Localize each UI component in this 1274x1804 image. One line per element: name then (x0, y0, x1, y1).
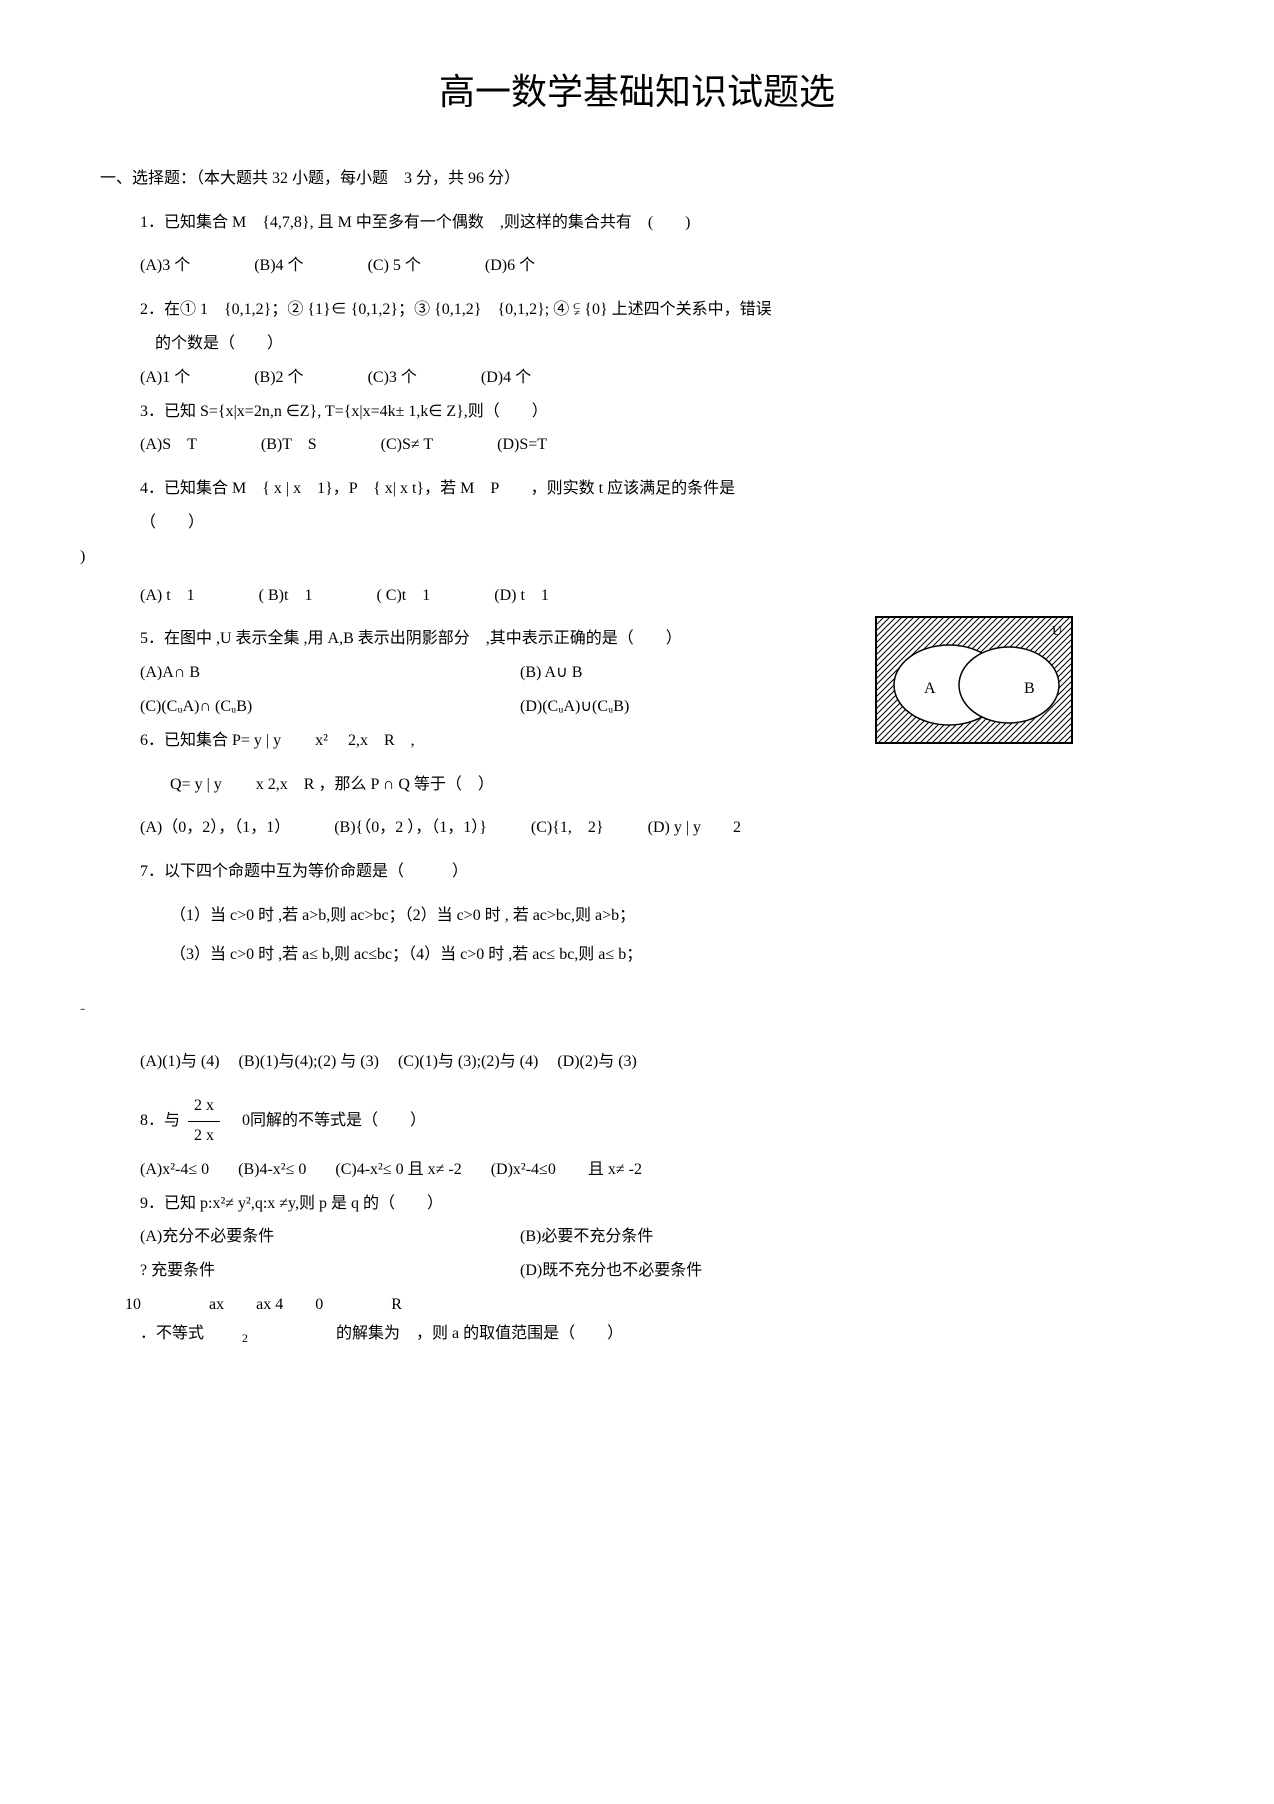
q3-optB: (B)T S (261, 431, 317, 460)
q6-l2p2: x 2,x R ，那么 P ∩ Q 等于（ ） (256, 776, 494, 793)
q6-optA: (A)（0，2），（1，1） (140, 814, 290, 843)
q6-optC: (C){1, 2} (531, 814, 604, 843)
question-4-options: (A) t 1 ( B)t 1 ( C)t 1 (D) t 1 (80, 582, 1194, 611)
q10-sub2: 2 (242, 1331, 248, 1345)
q3-optC: (C)S≠ T (381, 431, 434, 460)
q7-optA: (A)(1)与 (4) (140, 1048, 220, 1077)
q8-frac-den: 2 x (188, 1122, 220, 1151)
q1-optB: (B)4 个 (254, 252, 303, 281)
q4-optB: ( B)t 1 (259, 582, 313, 611)
question-10-line1: 10 ax ax 4 0 R (80, 1291, 1194, 1320)
q8-pre: 8．与 (140, 1112, 180, 1129)
venn-label-b: B (1024, 680, 1035, 697)
q6-p1: 6．已知集合 P= y | y (140, 732, 281, 749)
q2-optD: (D)4 个 (481, 364, 531, 393)
q10-l2-right: 的解集为 ，则 a 的取值范围是（ ） (336, 1325, 623, 1342)
q8-optD: (D)x²-4≤0 且 x≠ -2 (491, 1156, 642, 1185)
q8-optA: (A)x²-4≤ 0 (140, 1156, 209, 1185)
q1-optD: (D)6 个 (485, 252, 535, 281)
q8-optC: (C)4-x²≤ 0 且 x≠ -2 (335, 1156, 461, 1185)
venn-svg: A B U (874, 615, 1074, 745)
q9-optD: (D)既不充分也不必要条件 (520, 1257, 1194, 1286)
q2-optB: (B)2 个 (254, 364, 303, 393)
question-4-line1: 4．已知集合 M { x | x 1}，P { x| x t}，若 M P ，则… (80, 475, 1194, 504)
q8-frac-num: 2 x (188, 1092, 220, 1122)
q3-optD: (D)S=T (497, 431, 547, 460)
q8-optB: (B)4-x²≤ 0 (238, 1156, 306, 1185)
q10-mid: ax ax 4 0 (209, 1296, 323, 1313)
q4-optA: (A) t 1 (140, 582, 195, 611)
stray-dash: - (80, 995, 1194, 1024)
question-7-options: (A)(1)与 (4) (B)(1)与(4);(2) 与 (3) (C)(1)与… (80, 1048, 1194, 1077)
q2-optA: (A)1 个 (140, 364, 190, 393)
q5-optB: (B) A∪ B (520, 659, 874, 688)
q10-r: R (391, 1296, 402, 1313)
q7-optB: (B)(1)与(4);(2) 与 (3) (239, 1048, 379, 1077)
q5-optD: (D)(CᵤA)∪(CᵤB) (520, 693, 874, 722)
q7-item3: （3）当 c>0 时 ,若 a≤ b,则 ac≤bc；（4）当 c>0 时 ,若… (80, 941, 1194, 970)
q8-fraction: 2 x 2 x (188, 1092, 220, 1151)
page-title: 高一数学基础知识试题选 (80, 60, 1194, 125)
q9-optB: (B)必要不充分条件 (520, 1223, 1194, 1252)
question-2-line1: 2．在① 1 {0,1,2}；② {1}∈ {0,1,2}；③ {0,1,2} … (80, 296, 1194, 325)
venn-label-u: U (1052, 624, 1062, 639)
question-1-options: (A)3 个 (B)4 个 (C) 5 个 (D)6 个 (80, 252, 1194, 281)
question-4-line2: （ ） (80, 509, 1194, 538)
venn-label-a: A (924, 680, 936, 697)
q4-optC: ( C)t 1 (376, 582, 430, 611)
q7-optD: (D)(2)与 (3) (557, 1048, 637, 1077)
q6-l2p1: Q= y | y (170, 776, 222, 793)
q4-optD: (D) t 1 (494, 582, 549, 611)
q5-options-row2: (C)(CᵤA)∩ (CᵤB) (D)(CᵤA)∪(CᵤB) (80, 693, 874, 722)
q9-optA: (A)充分不必要条件 (140, 1223, 520, 1252)
q6-optB: (B){（0，2 ），（1，1）} (334, 814, 487, 843)
q9-optC: ? 充要条件 (140, 1257, 520, 1286)
venn-diagram: A B U (874, 615, 1074, 756)
q3-optA: (A)S T (140, 431, 197, 460)
q6-optD: (D) y | y 2 (648, 814, 741, 843)
question-7: 7．以下四个命题中互为等价命题是（ ） (80, 858, 1194, 887)
question-9: 9．已知 p:x²≠ y²,q:x ≠y,则 p 是 q 的（ ） (80, 1190, 1194, 1219)
stray-paren: ) (80, 543, 1194, 572)
section-header: 一、选择题：（本大题共 32 小题，每小题 3 分，共 96 分） (80, 165, 1194, 194)
question-2-line2: 的个数是（ ） (80, 330, 1194, 359)
q6-p2: x² 2,x R , (315, 732, 414, 749)
q1-optA: (A)3 个 (140, 252, 190, 281)
q10-num: 10 (125, 1296, 141, 1313)
question-6-options: (A)（0，2），（1，1） (B){（0，2 ），（1，1）} (C){1, … (80, 814, 1194, 843)
question-1: 1．已知集合 M {4,7,8}, 且 M 中至多有一个偶数 ,则这样的集合共有… (80, 209, 1194, 238)
q9-options-row2: ? 充要条件 (D)既不充分也不必要条件 (80, 1257, 1194, 1286)
q5-optA: (A)A∩ B (140, 659, 520, 688)
q8-post: 0同解的不等式是（ ） (242, 1112, 426, 1129)
q7-item1: （1）当 c>0 时 ,若 a>b,则 ac>bc；（2）当 c>0 时 , 若… (80, 902, 1194, 931)
question-2-options: (A)1 个 (B)2 个 (C)3 个 (D)4 个 (80, 364, 1194, 393)
question-10-line2: ．不等式 2 的解集为 ，则 a 的取值范围是（ ） (80, 1320, 1194, 1350)
q9-options-row1: (A)充分不必要条件 (B)必要不充分条件 (80, 1223, 1194, 1252)
q7-optC: (C)(1)与 (3);(2)与 (4) (398, 1048, 538, 1077)
question-8-options: (A)x²-4≤ 0 (B)4-x²≤ 0 (C)4-x²≤ 0 且 x≠ -2… (80, 1156, 1194, 1185)
q1-optC: (C) 5 个 (368, 252, 421, 281)
q5-optC: (C)(CᵤA)∩ (CᵤB) (140, 693, 520, 722)
question-3-options: (A)S T (B)T S (C)S≠ T (D)S=T (80, 431, 1194, 460)
question-3: 3．已知 S={x|x=2n,n ∈Z}, T={x|x=4k± 1,k∈ Z}… (80, 398, 1194, 427)
q5-options-row1: (A)A∩ B (B) A∪ B (80, 659, 874, 688)
q10-l2-left: ．不等式 (140, 1325, 204, 1342)
question-8: 8．与 2 x 2 x 0同解的不等式是（ ） (80, 1092, 1194, 1151)
question-6-line2: Q= y | y x 2,x R ，那么 P ∩ Q 等于（ ） (80, 771, 1194, 800)
q2-optC: (C)3 个 (368, 364, 417, 393)
